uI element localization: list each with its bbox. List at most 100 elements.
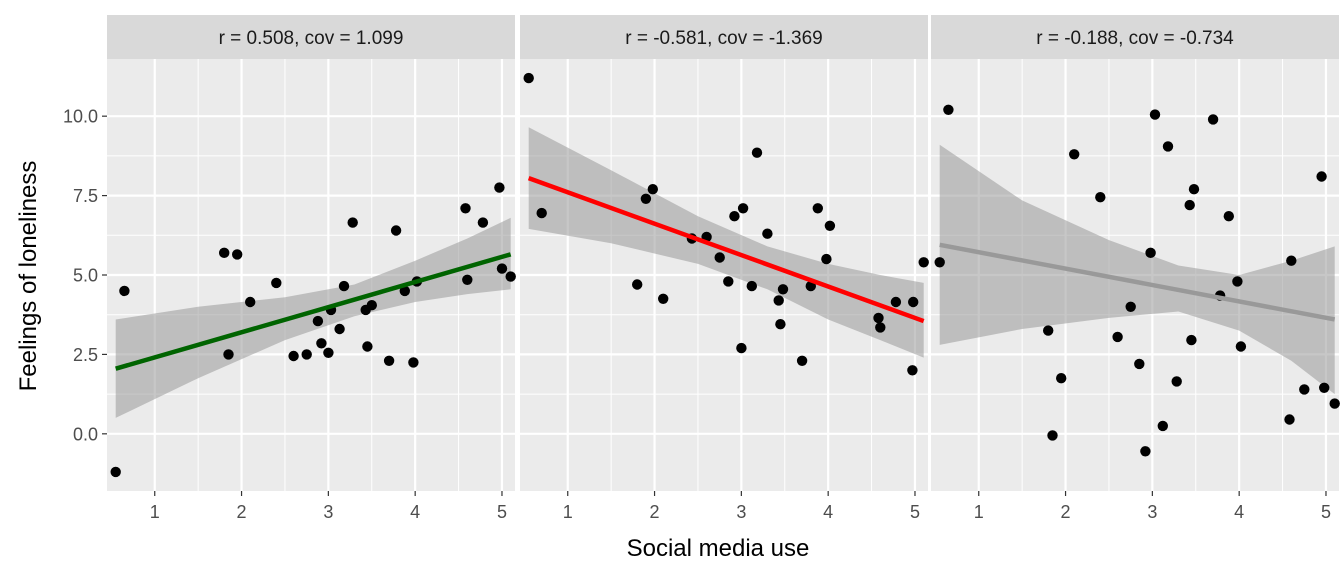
data-point [943, 104, 954, 116]
data-point [907, 365, 918, 376]
x-tick-label: 4 [1234, 502, 1244, 522]
x-tick-label: 3 [323, 502, 333, 522]
x-tick-label: 1 [563, 502, 573, 522]
x-tick-label: 2 [650, 502, 660, 522]
data-point [271, 277, 282, 289]
confidence-band [528, 127, 924, 358]
data-point [751, 147, 763, 158]
data-point [223, 349, 234, 360]
data-point [1145, 247, 1156, 258]
data-point [323, 347, 334, 358]
x-tick-label: 2 [237, 502, 247, 522]
data-point [796, 355, 808, 366]
data-point [934, 257, 945, 268]
data-point [347, 217, 358, 228]
data-point [777, 284, 789, 295]
data-point [640, 193, 652, 204]
facet-panel-1: r = 0.508, cov = 1.099 1 2 3 4 5 [107, 15, 516, 522]
data-point [460, 203, 471, 214]
y-tick-label: 7.5 [73, 186, 98, 206]
facet-strip-label: r = -0.581, cov = -1.369 [625, 28, 823, 49]
regression-line [527, 176, 925, 324]
panels-layer: r = 0.508, cov = 1.099 1 2 3 4 5 r = -0.581, c… [107, 15, 1340, 522]
facet-panel-2: r = -0.581, cov = -1.369 1 2 3 4 5 [520, 15, 929, 522]
data-point [1047, 430, 1058, 441]
y-tick-label: 2.5 [73, 345, 98, 365]
data-point [1186, 334, 1197, 346]
data-point [301, 349, 312, 360]
x-tick-label: 2 [1061, 502, 1071, 522]
data-point [1125, 301, 1136, 312]
data-point [1043, 325, 1054, 336]
data-point [773, 295, 784, 306]
data-point [875, 322, 886, 333]
data-point [1329, 398, 1340, 409]
x-tick-label: 1 [974, 502, 984, 522]
data-point [1069, 149, 1080, 160]
data-point [723, 276, 734, 287]
facet-strip [931, 15, 1339, 59]
data-point [1149, 109, 1161, 120]
data-point [1134, 358, 1145, 370]
data-point [316, 338, 327, 349]
data-point [399, 285, 410, 297]
data-point [245, 296, 256, 308]
y-axis: 0.0 2.5 5.0 7.5 10.0 [63, 107, 107, 444]
regression-line [115, 252, 512, 371]
data-point [462, 274, 473, 285]
x-tick-label: 3 [736, 502, 746, 522]
data-point [505, 271, 516, 282]
data-point [1140, 446, 1151, 457]
data-point [288, 350, 299, 362]
x-tick-label: 5 [497, 502, 507, 522]
y-tick-label: 10.0 [63, 107, 98, 127]
data-point [1316, 171, 1327, 182]
confidence-band [939, 144, 1335, 395]
x-tick-label: 5 [910, 502, 920, 522]
data-point [1171, 376, 1182, 387]
data-point [1299, 384, 1310, 395]
data-point [746, 280, 757, 292]
data-point [890, 296, 902, 308]
y-tick-label: 0.0 [73, 424, 98, 444]
data-point [908, 296, 919, 308]
data-point [1112, 331, 1123, 343]
data-point [1157, 420, 1169, 432]
data-point [496, 263, 508, 274]
data-point [362, 341, 373, 352]
data-point [1223, 211, 1235, 222]
data-point [1235, 341, 1247, 352]
data-point [821, 253, 832, 265]
x-axis-title: Social media use [627, 535, 810, 562]
data-point [647, 184, 658, 195]
regression-line [939, 242, 1336, 322]
data-point [334, 323, 345, 335]
data-point [1162, 141, 1174, 152]
data-point [824, 220, 836, 231]
data-point [729, 211, 740, 222]
data-point [338, 280, 350, 292]
data-point [737, 203, 749, 214]
data-point [1184, 199, 1195, 211]
data-point [366, 300, 377, 311]
data-point [632, 279, 643, 290]
facet-strip [107, 15, 515, 59]
data-point [477, 217, 489, 228]
data-point [658, 293, 669, 304]
data-point [918, 257, 929, 268]
x-tick-label: 1 [150, 502, 160, 522]
data-point [1207, 114, 1219, 125]
data-point [1188, 184, 1200, 195]
x-tick-label: 5 [1321, 502, 1331, 522]
facet-strip-label: r = 0.508, cov = 1.099 [219, 28, 404, 49]
x-tick-label: 3 [1147, 502, 1157, 522]
data-point [408, 357, 419, 368]
data-point [536, 207, 547, 219]
data-point [110, 466, 121, 478]
x-tick-label: 4 [410, 502, 420, 522]
data-point [1232, 276, 1243, 287]
data-point [119, 285, 130, 297]
data-point [714, 252, 725, 263]
data-point [494, 182, 505, 193]
